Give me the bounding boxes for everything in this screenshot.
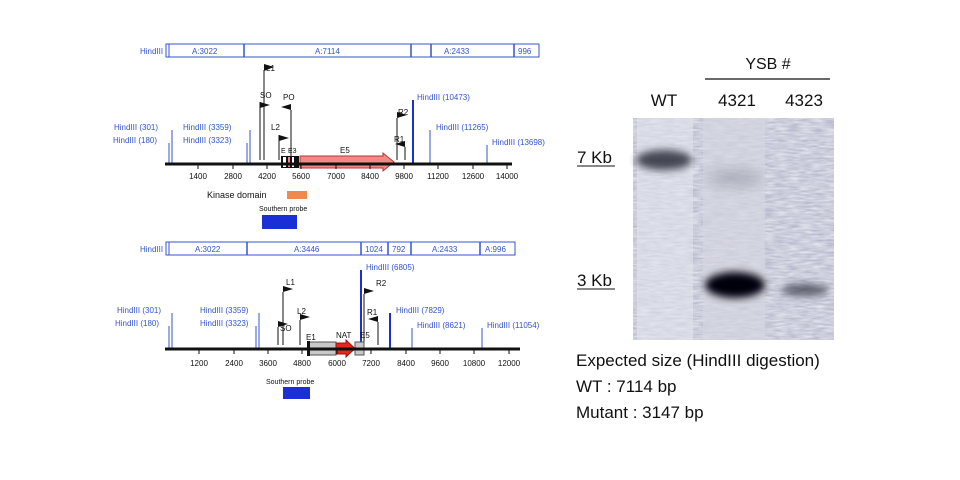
wt-fragment-a2433: A:2433 (444, 47, 470, 56)
wt-primer-r1: R1 (394, 135, 405, 144)
mut-primer-l2: L2 (297, 307, 306, 316)
wt-exon-e-label: E (281, 148, 286, 155)
wt-primer-l2: L2 (271, 123, 280, 132)
wt-primer-po: PO (283, 93, 295, 102)
wt-primer-r2: R2 (398, 108, 409, 117)
wt-tick-label: 5600 (292, 172, 310, 181)
wt-southern-probe-box (262, 215, 297, 229)
wt-tick-label: 4200 (258, 172, 276, 181)
mut-site-180: HindIII (180) (115, 319, 159, 328)
mut-site-7829: HindIII (7829) (396, 306, 445, 315)
wt-kinase-domain-box (287, 191, 307, 199)
wt-site-13698: HindIII (13698) (492, 138, 545, 147)
mut-tick-label: 8400 (397, 359, 415, 368)
mut-primers: L1 SO L2 R2 R1 (277, 278, 387, 345)
caption-mutant-size: Mutant : 3147 bp (576, 403, 704, 422)
wt-tick-label: 9800 (395, 172, 413, 181)
wt-tick-label: 11200 (427, 172, 449, 181)
mut-tick-label: 3600 (259, 359, 277, 368)
caption-wt-size: WT : 7114 bp (576, 377, 677, 396)
marker-3kb: 3 Kb (577, 271, 612, 290)
wt-fragment-996: 996 (518, 47, 532, 56)
wt-fragment-a3022: A:3022 (192, 47, 218, 56)
wt-tick-label: 1400 (189, 172, 207, 181)
mut-site-8621: HindIII (8621) (417, 321, 466, 330)
wt-primer-l1: L1 (266, 64, 275, 73)
mut-tick-label: 2400 (225, 359, 243, 368)
mut-site-11054: HindIII (11054) (487, 321, 540, 330)
wt-site-180: HindIII (180) (113, 136, 157, 145)
mut-primer-so: SO (280, 324, 292, 333)
wt-gene-arrow (299, 151, 395, 173)
mutant-map: HindIII A:3022 A:3446 1024 792 A:2433 A:… (115, 241, 540, 399)
mut-site-6805: HindIII (6805) (366, 263, 415, 272)
wt-site-10473: HindIII (10473) (417, 93, 470, 102)
mut-site-3359: HindIII (3359) (200, 306, 249, 315)
mut-primer-r1: R1 (367, 308, 378, 317)
wt-ticks: 1400 2800 4200 5600 7000 8400 9800 11200… (189, 164, 519, 181)
mut-site-301: HindIII (301) (117, 306, 161, 315)
mut-primer-l1: L1 (286, 278, 295, 287)
mut-gene-locus: E1 NAT E5 (306, 331, 370, 359)
mut-tick-label: 10800 (463, 359, 486, 368)
wt-tick-label: 7000 (327, 172, 345, 181)
wt-site-3323: HindIII (3323) (183, 136, 232, 145)
wt-exon-e5-label: E5 (340, 146, 350, 155)
wt-kinase-domain-label: Kinase domain (207, 190, 267, 200)
wt-hindiii-sites: HindIII (301) HindIII (180) HindIII (335… (113, 93, 545, 164)
band-wt-7kb (636, 150, 692, 170)
mut-tick-label: 6000 (328, 359, 346, 368)
wt-site-301: HindIII (301) (114, 123, 158, 132)
mut-exon-e1-label: E1 (306, 333, 316, 342)
mut-southern-probe-box (283, 387, 310, 399)
mut-fragment-1024: 1024 (365, 245, 383, 254)
wt-tick-label: 8400 (361, 172, 379, 181)
wt-primers: L1 SO PO L2 R2 R1 (259, 64, 409, 160)
mut-tick-label: 7200 (362, 359, 380, 368)
wt-tick-label: 12600 (462, 172, 485, 181)
lane-label-4323: 4323 (785, 91, 823, 110)
mut-exon-e5-label: E5 (360, 331, 370, 340)
mut-fragment-a3022: A:3022 (195, 245, 221, 254)
wt-site-11265: HindIII (11265) (436, 123, 489, 132)
band-4321-faint (707, 170, 763, 186)
mut-primer-r2: R2 (376, 279, 387, 288)
mut-hindiii-sites: HindIII (301) HindIII (180) HindIII (335… (115, 263, 540, 349)
wt-fragment-bar: HindIII A:3022 A:7114 A:2433 996 (140, 43, 540, 58)
blot-group-label: YSB # (745, 56, 790, 73)
marker-7kb: 7 Kb (577, 148, 612, 167)
mut-tick-label: 4800 (293, 359, 311, 368)
southern-blot: YSB # WT 4321 4323 7 Kb 3 Kb (577, 56, 834, 340)
blot-lane-4321-smear (703, 118, 765, 340)
wt-tick-label: 2800 (224, 172, 242, 181)
mut-fragment-792: 792 (392, 245, 406, 254)
mut-fragment-hindiii: HindIII (140, 245, 163, 254)
mut-tick-label: 12000 (498, 359, 521, 368)
wt-primer-so: SO (260, 91, 272, 100)
mut-southern-probe-label: Southern probe (266, 379, 314, 386)
wt-fragment-hindiii: HindIII (140, 47, 163, 56)
wt-exon-e3-label: E3 (288, 148, 297, 155)
wt-map: HindIII A:3022 A:7114 A:2433 996 L1 SO P… (113, 43, 545, 229)
mut-nat-label: NAT (336, 331, 352, 340)
mut-fragment-a2433: A:2433 (432, 245, 458, 254)
mut-ticks: 1200 2400 3600 4800 6000 7200 8400 9600 … (190, 349, 521, 368)
wt-site-3359: HindIII (3359) (183, 123, 232, 132)
mut-fragment-bar: HindIII A:3022 A:3446 1024 792 A:2433 A:… (140, 241, 516, 256)
band-4323-3kb (781, 284, 829, 296)
wt-fragment-a7114: A:7114 (315, 47, 340, 56)
mut-fragment-a996: A:996 (485, 245, 506, 254)
mut-site-3323: HindIII (3323) (200, 319, 249, 328)
caption-expected-size: Expected size (HindIII digestion) (576, 351, 820, 370)
mut-fragment-a3446: A:3446 (294, 245, 320, 254)
lane-label-4321: 4321 (718, 91, 756, 110)
wt-southern-probe-label: Southern probe (259, 206, 307, 213)
mut-tick-label: 1200 (190, 359, 208, 368)
lane-label-wt: WT (651, 91, 677, 110)
mut-tick-label: 9600 (431, 359, 449, 368)
wt-gene-locus: E E3 E5 (281, 146, 395, 173)
band-4321-3kb (705, 272, 765, 298)
wt-tick-label: 14000 (496, 172, 519, 181)
